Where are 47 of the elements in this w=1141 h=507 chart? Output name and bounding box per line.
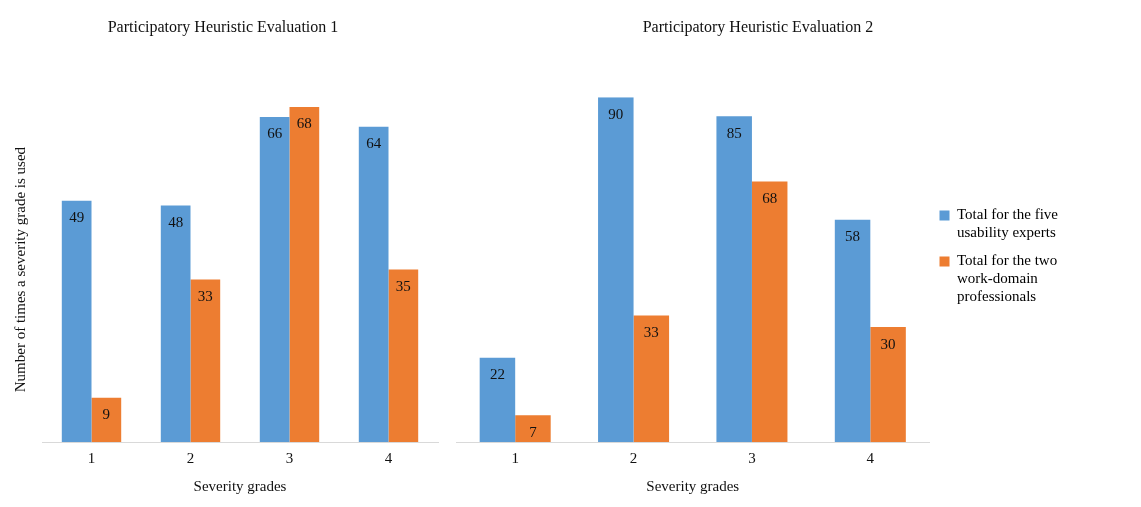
x-tick-label: 4 [866,449,875,466]
legend-label: Total for the two work-domain professionals [957,252,1058,305]
x-tick-label: 2 [186,449,195,466]
bar [91,397,122,442]
data-label: 58 [845,228,861,245]
x-axis-title: Severity grades [193,477,287,494]
bar [259,116,290,442]
data-label: 35 [395,278,411,295]
bar [716,116,752,442]
data-label: 9 [102,406,111,423]
data-label: 33 [643,324,659,341]
data-label: 33 [197,287,213,304]
y-axis-title: Number of times a severity grade is used [11,146,28,393]
bar [289,107,320,442]
bar [834,219,871,442]
x-axis-title: Severity grades [646,477,740,494]
data-label: 7 [529,423,538,440]
x-tick-label: 1 [87,449,96,466]
data-label: 48 [168,214,184,230]
bar [160,205,191,442]
data-label: 49 [69,209,85,226]
chart-title: Participatory Heuristic Evaluation 1 [107,17,339,36]
x-tick-label: 1 [511,449,519,466]
bar [515,415,551,442]
bar [870,327,906,442]
bar [751,181,788,442]
bar [388,269,419,442]
data-label: 85 [726,124,742,141]
bar [190,279,221,442]
bar [358,126,389,442]
bar [61,200,92,442]
legend-label: Total for the five usability experts [957,206,1059,241]
data-label: 22 [489,366,505,383]
bar [479,357,516,442]
data-label: 68 [296,115,312,132]
x-tick-label: 3 [748,449,756,466]
data-label: 66 [267,125,283,142]
x-tick-label: 2 [629,449,638,466]
x-tick-label: 4 [384,449,393,466]
data-label: 68 [762,189,778,206]
chart-title: Participatory Heuristic Evaluation 2 [642,17,874,36]
data-label: 30 [880,335,896,352]
bar [598,97,634,442]
x-tick-label: 3 [285,449,294,466]
data-label: 90 [608,105,624,122]
bar [633,315,670,442]
data-label: 64 [366,135,382,152]
